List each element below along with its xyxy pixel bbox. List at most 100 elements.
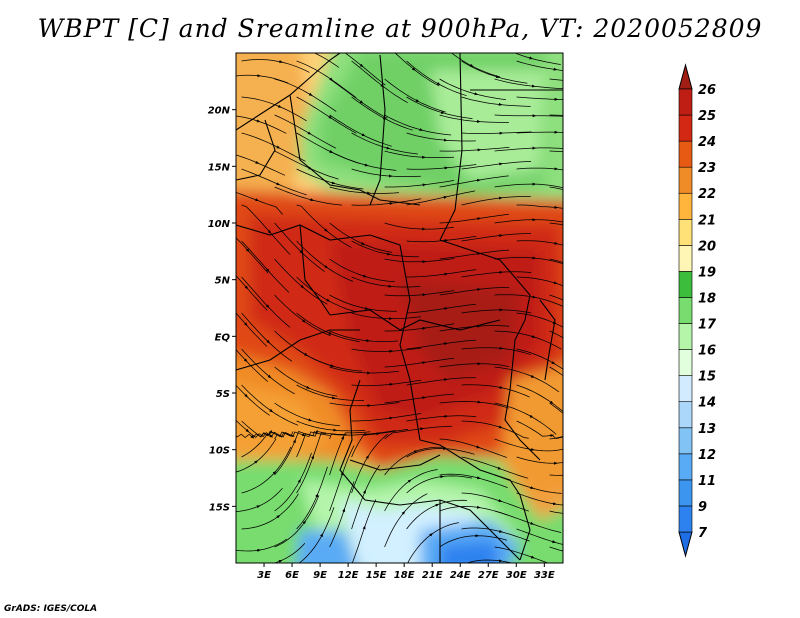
streamline-arrow [582,351,584,352]
streamline [461,384,530,398]
streamline [384,425,453,440]
streamline [296,276,357,313]
streamline [465,559,514,563]
streamline-arrow [609,141,611,142]
streamline [274,150,339,180]
streamline [516,420,563,440]
streamline [236,487,283,512]
streamline [274,186,342,206]
streamline [329,114,392,147]
lon-tick-label: 24E [450,570,471,581]
streamline [274,402,340,427]
streamline [461,456,529,479]
streamline [494,438,563,452]
streamline [241,59,310,73]
colorbar-level-label: 26 [698,83,716,98]
streamline [236,312,268,347]
colorbar-level-label: 19 [698,265,716,280]
streamline [572,61,641,74]
streamline [406,415,477,422]
colorbar-swatch [678,114,693,142]
streamline [241,493,299,530]
streamline [274,294,331,337]
streamline-arrow [607,479,609,480]
streamline [516,167,563,171]
streamline [236,115,287,134]
streamline [494,546,550,563]
streamline [241,348,295,395]
streamline [516,240,563,246]
streamline [407,522,459,563]
colorbar-swatch [678,245,693,272]
streamline [329,445,355,512]
streamline [351,428,409,458]
streamline [406,60,467,97]
streamline [329,481,355,548]
colorbar-swatch [678,271,693,298]
streamline [461,161,532,170]
streamline-arrow [583,435,584,437]
streamline [351,499,377,563]
streamline [572,455,628,493]
streamline [351,240,419,258]
streamline [274,430,315,476]
streamline [296,240,354,282]
streamline [461,420,529,439]
streamline [461,527,530,542]
streamline [274,78,337,112]
streamline-arrow [604,297,606,298]
streamline [494,147,563,152]
streamline [236,154,286,176]
colorbar-swatch [678,349,693,376]
streamline [461,131,532,134]
streamline [516,312,563,328]
streamline [329,222,393,253]
streamline [241,312,293,362]
streamline [406,269,477,278]
grads-credit: GrADS: IGES/COLA [4,604,98,614]
streamline [274,431,331,440]
streamline-arrow [310,53,315,54]
chart-title: WBPT [C] and Sreamline at 900hPa, VT: 20… [37,14,763,43]
colorbar-swatch [678,323,693,350]
streamline [461,309,532,314]
streamline [236,538,287,552]
streamline [439,146,510,152]
streamline [406,339,477,350]
streamline [494,219,563,224]
streamline [351,276,421,288]
colorbar-level-label: 11 [698,474,716,489]
streamline [313,53,340,68]
streamline [549,186,563,190]
streamline [494,294,563,307]
streamline [439,114,509,123]
streamline [384,150,455,158]
colorbar-swatch [678,192,693,220]
colorbar-level-label: 15 [698,370,716,385]
streamline [220,25,287,43]
lat-tick-label: 15S [209,502,230,513]
streamline [516,456,563,464]
colorbar-swatch [678,166,693,194]
lon-tick-label: 9E [313,570,327,581]
colorbar-level-label: 14 [698,396,716,411]
streamline [572,385,620,436]
streamline [329,150,397,171]
streamline-arrow [585,272,587,273]
colorbar-swatch [678,140,693,168]
streamline [329,258,395,283]
streamline [461,492,529,512]
streamline [241,240,290,293]
lat-tick-label: EQ [215,332,231,343]
streamline [351,379,422,387]
streamline [329,294,397,312]
streamline [329,330,399,342]
streamline-arrow [586,232,588,233]
lat-tick-label: 5S [216,389,230,400]
colorbar-swatch [678,218,693,246]
streamline-arrow [609,523,611,524]
streamline [384,446,446,476]
lon-tick-label: 27E [478,570,499,581]
streamline [572,97,640,112]
streamline [241,132,306,162]
